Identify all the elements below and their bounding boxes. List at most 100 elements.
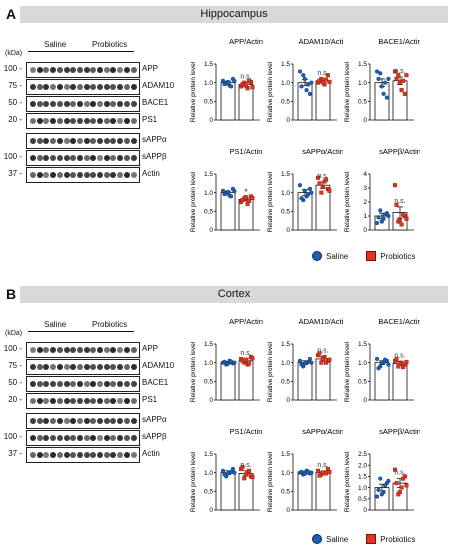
chart-title: ADAM10/Actin bbox=[299, 37, 343, 46]
bar-chart: PS1/Actin Relative protein level 0 0.5 1.0 1.… bbox=[190, 147, 262, 234]
blot-band bbox=[130, 435, 137, 441]
blot-band bbox=[123, 435, 130, 441]
data-point-probiotics bbox=[325, 73, 330, 78]
blot-label: sAPPβ bbox=[142, 152, 167, 161]
bar-chart: APP/Actin Relative protein level 0 0.5 1.0 1.… bbox=[190, 37, 263, 124]
blot-band bbox=[123, 347, 130, 353]
blot-band bbox=[36, 398, 43, 404]
blot-band bbox=[63, 381, 70, 387]
saline-legend-label: Saline bbox=[326, 251, 349, 261]
probiotics-legend-marker bbox=[366, 251, 377, 261]
blot-band bbox=[83, 138, 90, 144]
data-point-probiotics bbox=[397, 80, 402, 85]
blot-band bbox=[103, 398, 110, 404]
blot-band bbox=[83, 364, 90, 370]
probiotics-legend-label: Probiotics bbox=[380, 251, 416, 261]
data-point-saline bbox=[379, 492, 384, 497]
molecular-weight-marker: 50 - bbox=[8, 98, 22, 107]
significance-annotation: n.s. bbox=[394, 353, 405, 360]
data-point-probiotics bbox=[240, 465, 245, 470]
bar-probiotics bbox=[315, 358, 331, 401]
blot-band bbox=[43, 418, 50, 424]
data-point-saline bbox=[378, 208, 383, 213]
kda-label: (kDa) bbox=[5, 330, 23, 337]
data-point-probiotics bbox=[320, 80, 325, 85]
data-point-probiotics bbox=[250, 195, 255, 200]
y-tick-label: 1.5 bbox=[204, 61, 213, 68]
blot-sappβ bbox=[26, 150, 140, 166]
y-tick-label: 2.0 bbox=[358, 462, 367, 469]
blot-band bbox=[97, 398, 103, 404]
data-point-probiotics bbox=[243, 472, 248, 477]
data-point-probiotics bbox=[240, 82, 245, 87]
molecular-weight-marker: 100 - bbox=[3, 64, 22, 73]
blot-band bbox=[97, 138, 103, 144]
blot-band bbox=[36, 67, 43, 73]
data-point-saline bbox=[225, 189, 230, 195]
blot-band bbox=[36, 101, 43, 107]
blot-band bbox=[90, 347, 97, 353]
blot-band bbox=[70, 435, 77, 441]
chart-title: BACE1/Actin bbox=[378, 317, 420, 326]
blot-label: sAPPβ bbox=[142, 432, 167, 441]
data-point-saline bbox=[382, 80, 388, 85]
blot-band bbox=[83, 418, 90, 424]
blot-band bbox=[110, 398, 117, 404]
blot-band bbox=[103, 84, 110, 90]
significance-annotation: n.s. bbox=[317, 173, 328, 180]
data-point-saline bbox=[378, 476, 383, 481]
y-tick-label: 1.0 bbox=[281, 190, 290, 197]
data-point-saline bbox=[228, 84, 234, 89]
blot-band bbox=[76, 347, 83, 353]
blot-band bbox=[43, 347, 50, 353]
blot-band bbox=[97, 435, 103, 441]
blot-band bbox=[117, 118, 124, 124]
blot-band bbox=[30, 418, 36, 424]
molecular-weight-marker: 20 - bbox=[8, 395, 22, 404]
blot-band bbox=[110, 364, 117, 370]
data-point-saline bbox=[301, 73, 306, 78]
group-label-probiotics: Probiotics bbox=[92, 40, 128, 49]
blot-band bbox=[117, 138, 124, 144]
blot-band bbox=[90, 364, 97, 370]
significance-annotation: n.s. bbox=[317, 348, 328, 355]
blot-band bbox=[123, 172, 130, 178]
blot-band bbox=[70, 398, 77, 404]
blot-band bbox=[117, 452, 124, 458]
region-title-cortex: Cortex bbox=[20, 286, 448, 303]
blot-band bbox=[103, 452, 110, 458]
data-point-probiotics bbox=[397, 361, 402, 366]
y-tick-label: 3 bbox=[363, 185, 367, 192]
y-axis-label: Relative protein level bbox=[190, 171, 197, 232]
data-point-probiotics bbox=[397, 218, 402, 223]
bar-chart: sAPPα/Actin Relative protein level 0 0.5 1.0… bbox=[267, 427, 343, 514]
data-point-saline bbox=[309, 80, 314, 85]
bar-saline bbox=[220, 82, 236, 121]
data-point-probiotics bbox=[247, 361, 252, 366]
kda-label: (kDa) bbox=[5, 50, 23, 57]
y-tick-label: 1.5 bbox=[281, 341, 290, 348]
blot-band bbox=[117, 398, 124, 404]
molecular-weight-marker: 100 - bbox=[3, 344, 22, 353]
y-tick-label: 1.0 bbox=[358, 485, 367, 492]
blot-band bbox=[90, 418, 97, 424]
group-line bbox=[28, 51, 68, 52]
blot-band bbox=[123, 138, 130, 144]
y-axis-label: Relative protein level bbox=[344, 341, 351, 402]
blot-label: Actin bbox=[142, 169, 160, 178]
blot-band bbox=[76, 101, 83, 107]
y-tick-label: 4 bbox=[363, 171, 367, 178]
blot-band bbox=[76, 172, 83, 178]
y-tick-label: 1.5 bbox=[358, 61, 367, 68]
blot-band bbox=[36, 347, 43, 353]
data-point-probiotics bbox=[243, 83, 248, 88]
blot-band bbox=[70, 155, 77, 161]
y-tick-label: 1.0 bbox=[358, 360, 367, 367]
blot-band bbox=[63, 118, 70, 124]
data-point-saline bbox=[309, 470, 314, 475]
blot-band bbox=[123, 118, 130, 124]
molecular-weight-marker: 37 - bbox=[8, 449, 22, 458]
data-point-saline bbox=[376, 487, 381, 492]
data-point-probiotics bbox=[317, 351, 322, 356]
y-axis-label: Relative protein level bbox=[267, 61, 274, 122]
